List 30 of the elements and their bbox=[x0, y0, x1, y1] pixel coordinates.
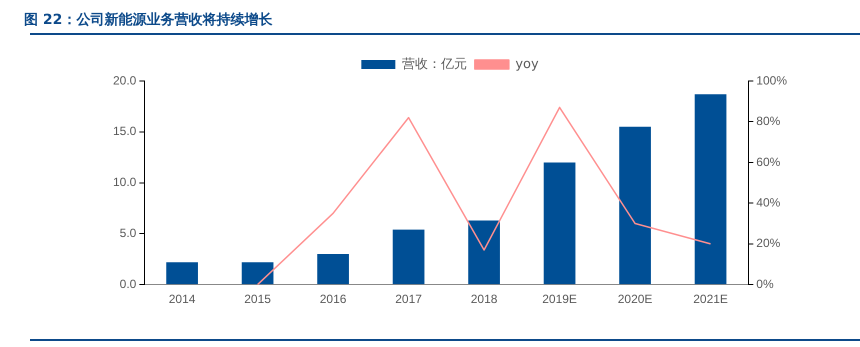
y-tick-label: 10.0 bbox=[112, 175, 137, 190]
y-tick-label: 5.0 bbox=[120, 226, 137, 240]
y2-tick-label: 100% bbox=[756, 73, 788, 88]
legend-label: yoy bbox=[515, 56, 539, 72]
bar bbox=[392, 230, 424, 284]
x-tick-label: 2016 bbox=[320, 292, 347, 306]
x-tick-label: 2015 bbox=[244, 292, 272, 306]
y-tick-label: 0.0 bbox=[120, 276, 137, 291]
chart-title: 图 22：公司新能源业务营收将持续增长 bbox=[24, 11, 272, 29]
y-tick-label: 20.0 bbox=[112, 73, 137, 88]
y2-tick-label: 0% bbox=[756, 276, 774, 291]
y-tick-label: 15.0 bbox=[112, 124, 137, 138]
bar bbox=[166, 262, 198, 284]
bar bbox=[694, 94, 726, 284]
legend-label: 营收：亿元 bbox=[402, 56, 467, 72]
x-tick-label: 2019E bbox=[542, 292, 577, 306]
x-tick-label: 2018 bbox=[470, 292, 498, 306]
y2-tick-label: 20% bbox=[756, 236, 781, 250]
bar bbox=[468, 220, 500, 284]
x-tick-label: 2014 bbox=[168, 292, 196, 306]
x-tick-label: 2020E bbox=[618, 292, 652, 306]
bar bbox=[544, 162, 576, 284]
x-tick-label: 2017 bbox=[395, 292, 422, 306]
y2-tick-label: 60% bbox=[756, 154, 781, 169]
bar bbox=[317, 254, 349, 284]
y2-tick-label: 40% bbox=[756, 195, 781, 210]
bar bbox=[242, 262, 274, 284]
y2-tick-label: 80% bbox=[756, 114, 781, 128]
bar bbox=[619, 126, 651, 284]
x-tick-label: 2021E bbox=[693, 292, 728, 306]
